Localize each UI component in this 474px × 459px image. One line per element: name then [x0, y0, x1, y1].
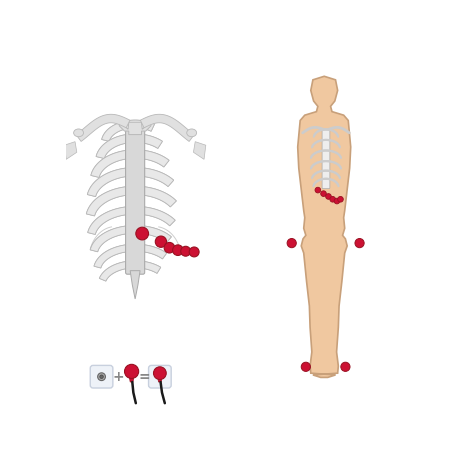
Circle shape	[181, 246, 191, 256]
Circle shape	[125, 364, 139, 379]
Polygon shape	[87, 168, 173, 196]
Circle shape	[100, 375, 103, 379]
Polygon shape	[96, 134, 163, 158]
Polygon shape	[119, 122, 151, 134]
Polygon shape	[90, 225, 172, 252]
Polygon shape	[157, 375, 162, 382]
Polygon shape	[87, 168, 173, 196]
Polygon shape	[129, 373, 135, 382]
Text: +: +	[113, 369, 124, 384]
Polygon shape	[88, 207, 175, 235]
Polygon shape	[76, 114, 130, 141]
Polygon shape	[94, 244, 167, 268]
Polygon shape	[91, 150, 169, 177]
Polygon shape	[88, 207, 175, 235]
Circle shape	[98, 373, 105, 381]
Ellipse shape	[73, 129, 83, 137]
Polygon shape	[94, 244, 167, 268]
Polygon shape	[102, 120, 155, 141]
Polygon shape	[91, 150, 169, 177]
Polygon shape	[140, 114, 194, 141]
Circle shape	[173, 245, 183, 256]
FancyBboxPatch shape	[322, 130, 330, 189]
FancyBboxPatch shape	[148, 365, 171, 388]
Polygon shape	[64, 142, 77, 159]
Polygon shape	[86, 186, 176, 216]
Polygon shape	[90, 225, 172, 252]
Text: =: =	[139, 369, 150, 384]
Circle shape	[287, 239, 296, 248]
Circle shape	[334, 198, 340, 204]
Polygon shape	[130, 271, 140, 299]
Circle shape	[326, 194, 331, 199]
Polygon shape	[86, 186, 176, 216]
Circle shape	[337, 196, 343, 202]
Ellipse shape	[187, 129, 197, 137]
Circle shape	[154, 367, 166, 380]
Polygon shape	[100, 261, 161, 281]
Polygon shape	[193, 142, 206, 159]
Polygon shape	[100, 261, 161, 281]
Circle shape	[341, 362, 350, 371]
Circle shape	[321, 191, 326, 196]
Circle shape	[136, 227, 148, 240]
Circle shape	[315, 187, 321, 193]
Circle shape	[155, 236, 166, 247]
Circle shape	[330, 196, 336, 202]
Circle shape	[164, 242, 175, 253]
Polygon shape	[298, 76, 351, 377]
Polygon shape	[102, 120, 155, 141]
Polygon shape	[96, 134, 163, 158]
FancyBboxPatch shape	[126, 129, 145, 274]
FancyBboxPatch shape	[90, 365, 113, 388]
Circle shape	[355, 239, 364, 248]
Circle shape	[189, 247, 199, 257]
Circle shape	[301, 362, 310, 371]
